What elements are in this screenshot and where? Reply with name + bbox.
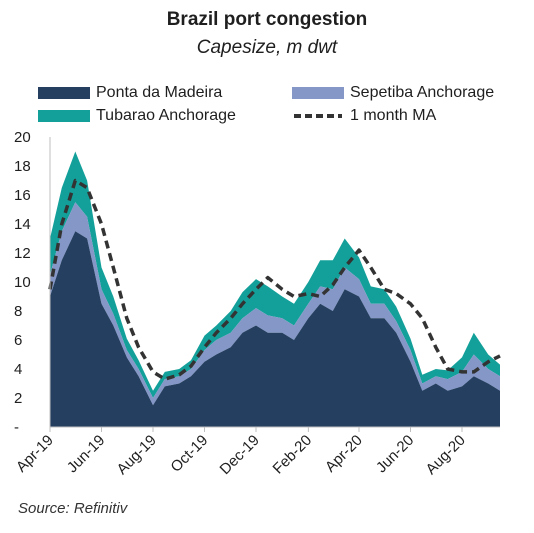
chart-subtitle: Capesize, m dwt — [196, 37, 338, 58]
area-series-2 — [50, 151, 500, 398]
x-tick-label: Jun-19 — [64, 432, 108, 476]
legend-item-ma: 1 month MA — [292, 106, 436, 126]
legend-swatch-sepetiba — [292, 87, 344, 99]
legend-label-ma: 1 month MA — [350, 107, 437, 124]
legend-swatch-ma — [292, 110, 344, 122]
legend-item-ponta: Ponta da Madeira — [38, 83, 222, 103]
y-tick-label: 10 — [14, 274, 31, 291]
y-tick-label: 12 — [14, 245, 31, 262]
y-tick-label: 6 — [14, 332, 22, 349]
y-tick-label: 20 — [14, 129, 31, 146]
legend-swatch-tubarao — [38, 110, 90, 122]
y-tick-label: 2 — [14, 390, 22, 407]
legend-label-sepetiba: Sepetiba Anchorage — [350, 84, 495, 101]
legend-label-ponta: Ponta da Madeira — [96, 84, 223, 101]
area-series-1 — [50, 202, 500, 406]
area-series-0 — [50, 231, 500, 427]
x-tick-label: Apr-19 — [13, 432, 57, 476]
ma-line — [48, 178, 501, 381]
y-tick-label: 18 — [14, 158, 31, 175]
x-tick-label: Aug-20 — [423, 432, 469, 478]
source-note: Source: Refinitiv — [18, 500, 128, 517]
y-tick-label: 4 — [14, 361, 22, 378]
legend-label-tubarao: Tubarao Anchorage — [96, 107, 236, 124]
y-tick-label: 16 — [14, 187, 31, 204]
y-tick-label: 14 — [14, 216, 31, 233]
x-tick-label: Apr-20 — [322, 432, 366, 476]
x-tick-label: Aug-19 — [114, 432, 160, 478]
x-tick-label: Jun-20 — [373, 432, 417, 476]
legend-item-tubarao: Tubarao Anchorage — [38, 106, 236, 126]
legend-item-sepetiba: Sepetiba Anchorage — [292, 83, 494, 103]
x-tick-label: Oct-19 — [167, 432, 211, 476]
legend-swatch-ponta — [38, 87, 90, 99]
chart-title: Brazil port congestion — [166, 9, 368, 30]
y-tick-label: - — [14, 419, 19, 436]
x-tick-label: Dec-19 — [217, 432, 263, 478]
y-tick-label: 8 — [14, 303, 22, 320]
x-tick-label: Feb-20 — [270, 432, 316, 478]
